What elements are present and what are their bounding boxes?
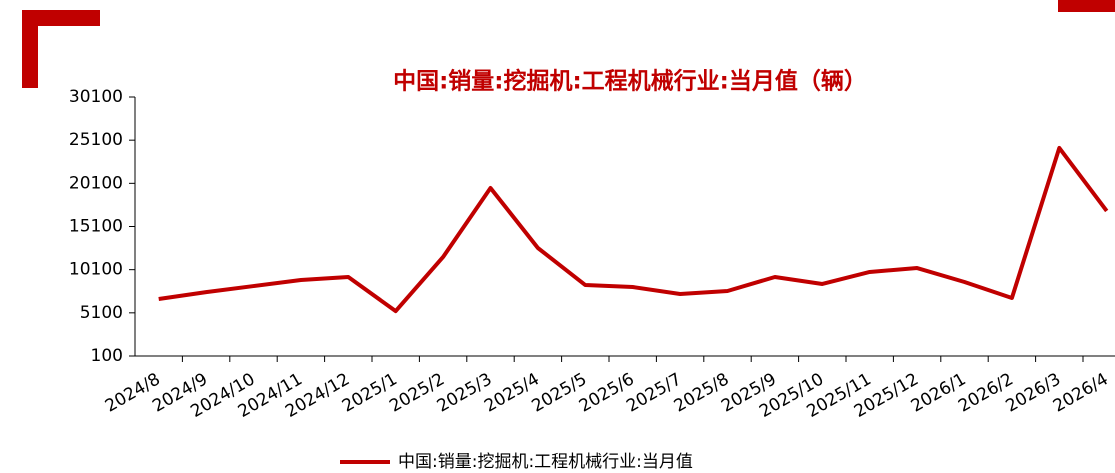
y-tick-label: 100: [91, 346, 123, 366]
y-tick-label: 5100: [80, 303, 123, 323]
corner-decoration: [1058, 0, 1115, 12]
y-tick-label: 15100: [69, 217, 123, 237]
y-tick-label: 10100: [69, 260, 123, 280]
y-tick-label: 25100: [69, 130, 123, 150]
line-series: [158, 145, 1109, 314]
corner-decoration: [22, 10, 100, 88]
y-tick-label: 30100: [69, 87, 123, 107]
y-tick-label: 20100: [69, 173, 123, 193]
legend-label: 中国:销量:挖掘机:工程机械行业:当月值: [398, 452, 693, 472]
chart-title: 中国:销量:挖掘机:工程机械行业:当月值（辆）: [393, 68, 867, 95]
x-tick-label: 2026/4: [1050, 369, 1112, 416]
